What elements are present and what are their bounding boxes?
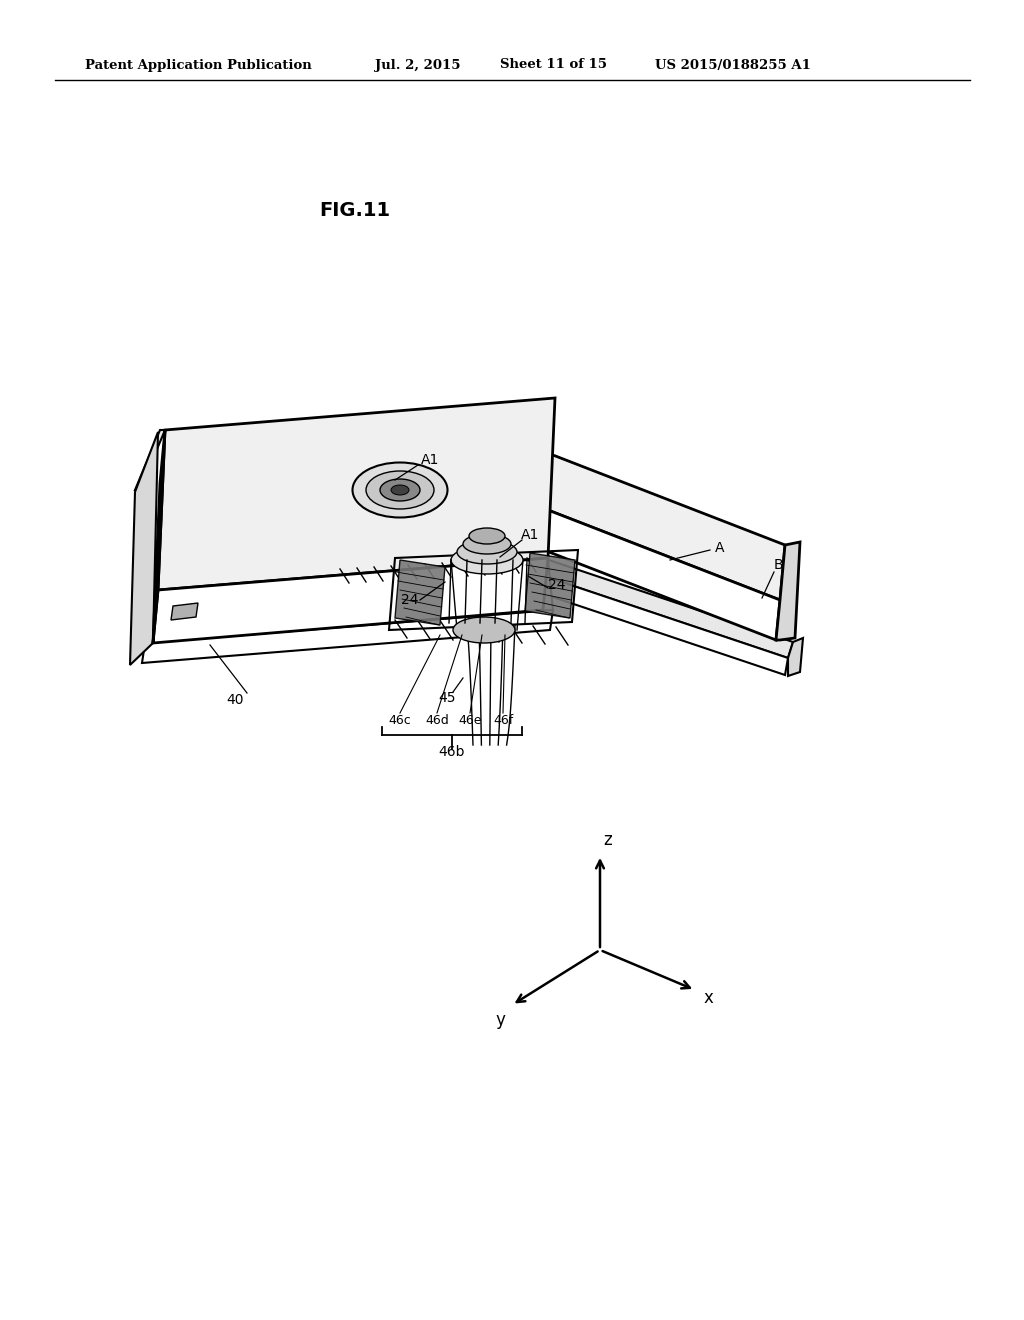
Text: B: B — [773, 558, 782, 572]
Text: 24: 24 — [401, 593, 419, 607]
Text: y: y — [495, 1011, 505, 1030]
Text: A1: A1 — [421, 453, 439, 467]
Text: 40: 40 — [226, 693, 244, 708]
Polygon shape — [153, 558, 548, 643]
Ellipse shape — [453, 616, 515, 643]
Text: Sheet 11 of 15: Sheet 11 of 15 — [500, 58, 607, 71]
Ellipse shape — [451, 546, 523, 574]
Ellipse shape — [463, 535, 511, 554]
Text: 46e: 46e — [459, 714, 481, 726]
Polygon shape — [171, 603, 198, 620]
Text: 24: 24 — [548, 578, 565, 591]
Polygon shape — [523, 553, 793, 657]
Ellipse shape — [380, 479, 420, 502]
Text: x: x — [703, 989, 713, 1007]
Polygon shape — [130, 432, 158, 665]
Ellipse shape — [391, 484, 409, 495]
Polygon shape — [535, 450, 785, 601]
Polygon shape — [776, 543, 800, 640]
Text: 46f: 46f — [493, 714, 513, 726]
Text: z: z — [603, 832, 612, 849]
Ellipse shape — [352, 462, 447, 517]
Text: 46c: 46c — [389, 714, 412, 726]
Text: Patent Application Publication: Patent Application Publication — [85, 58, 311, 71]
Polygon shape — [395, 560, 445, 624]
Polygon shape — [142, 610, 553, 663]
Ellipse shape — [366, 471, 434, 510]
Polygon shape — [153, 430, 165, 643]
Polygon shape — [158, 399, 555, 590]
Polygon shape — [140, 560, 553, 643]
Text: FIG.11: FIG.11 — [319, 201, 390, 219]
Polygon shape — [788, 638, 803, 676]
Text: 46b: 46b — [438, 744, 465, 759]
Ellipse shape — [457, 540, 517, 564]
Text: Jul. 2, 2015: Jul. 2, 2015 — [375, 58, 461, 71]
Text: A1: A1 — [521, 528, 540, 543]
Polygon shape — [135, 430, 165, 490]
Text: A: A — [715, 541, 725, 554]
Polygon shape — [531, 506, 780, 640]
Text: 45: 45 — [438, 690, 456, 705]
Ellipse shape — [469, 528, 505, 544]
Polygon shape — [525, 553, 575, 618]
Text: US 2015/0188255 A1: US 2015/0188255 A1 — [655, 58, 811, 71]
Text: 46d: 46d — [425, 714, 449, 726]
Polygon shape — [520, 569, 788, 675]
